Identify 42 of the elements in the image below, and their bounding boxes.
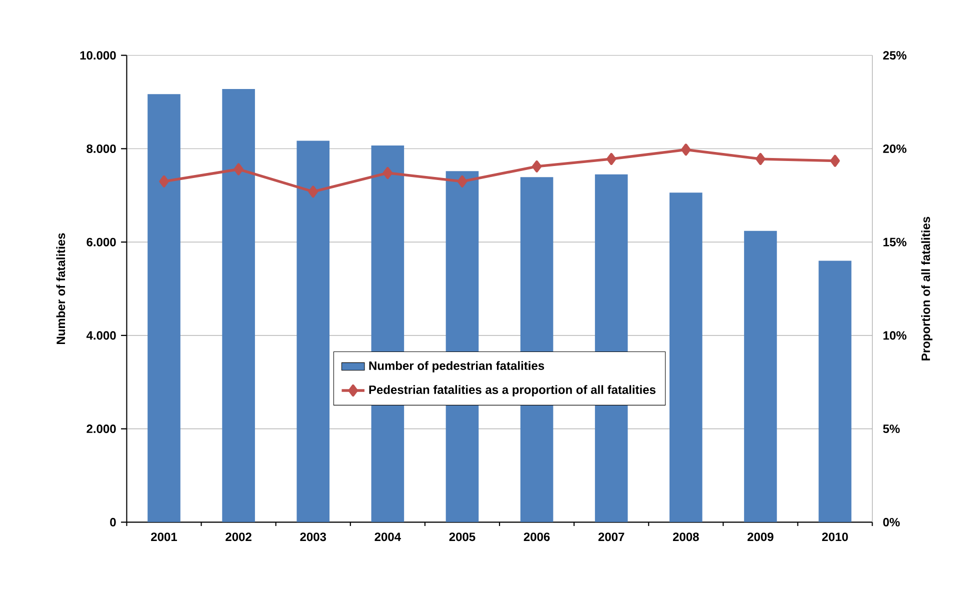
x-tick-label: 2009 [748, 532, 774, 541]
y-axis-title: Number of fatalities [56, 233, 66, 344]
x-tick-label: 2003 [300, 532, 326, 541]
x-tick-label: 2010 [822, 532, 848, 541]
bar [148, 94, 180, 522]
y-tick-label: 2.000 [86, 424, 116, 433]
x-tick-label: 2007 [598, 532, 624, 541]
x-tick-label: 2008 [672, 532, 699, 541]
x-tick-label: 2002 [226, 532, 252, 541]
y2-tick-label: 10% [883, 331, 906, 340]
y2-tick-label: 5% [883, 424, 900, 433]
y-tick-label: 6.000 [86, 238, 116, 246]
legend-label: Number of pedestrian fatalities [369, 361, 544, 372]
point [606, 152, 616, 165]
bar [296, 140, 330, 522]
y2-axis-title: Proportion of all fatalities [921, 216, 932, 360]
y-tick-label: 8.000 [86, 144, 116, 153]
bar [744, 230, 777, 522]
x-tick-label: 2005 [449, 532, 476, 541]
point [457, 175, 468, 188]
bar [222, 88, 255, 522]
y-tick-label: 4.000 [86, 331, 116, 340]
x-tick-label: 2004 [374, 532, 401, 541]
y-tick-label: 10.000 [80, 50, 116, 60]
y2-tick-label: 20% [883, 144, 906, 153]
legend-label: Pedestrian fatalities as a proportion of all fatalities [369, 385, 656, 396]
point [234, 163, 244, 176]
x-tick-label: 2006 [524, 532, 550, 541]
point [382, 166, 393, 179]
bar [818, 260, 852, 522]
y2-tick-label: 0% [883, 518, 900, 526]
bar [670, 192, 702, 522]
y-tick-label: 0 [110, 518, 116, 526]
point [830, 154, 840, 167]
y2-tick-label: 15% [883, 238, 906, 246]
y2-tick-label: 25% [883, 50, 906, 60]
x-tick-label: 2001 [151, 532, 177, 541]
point [681, 144, 691, 156]
point [756, 152, 766, 165]
point [308, 186, 318, 198]
point [159, 175, 169, 188]
point [532, 160, 542, 172]
